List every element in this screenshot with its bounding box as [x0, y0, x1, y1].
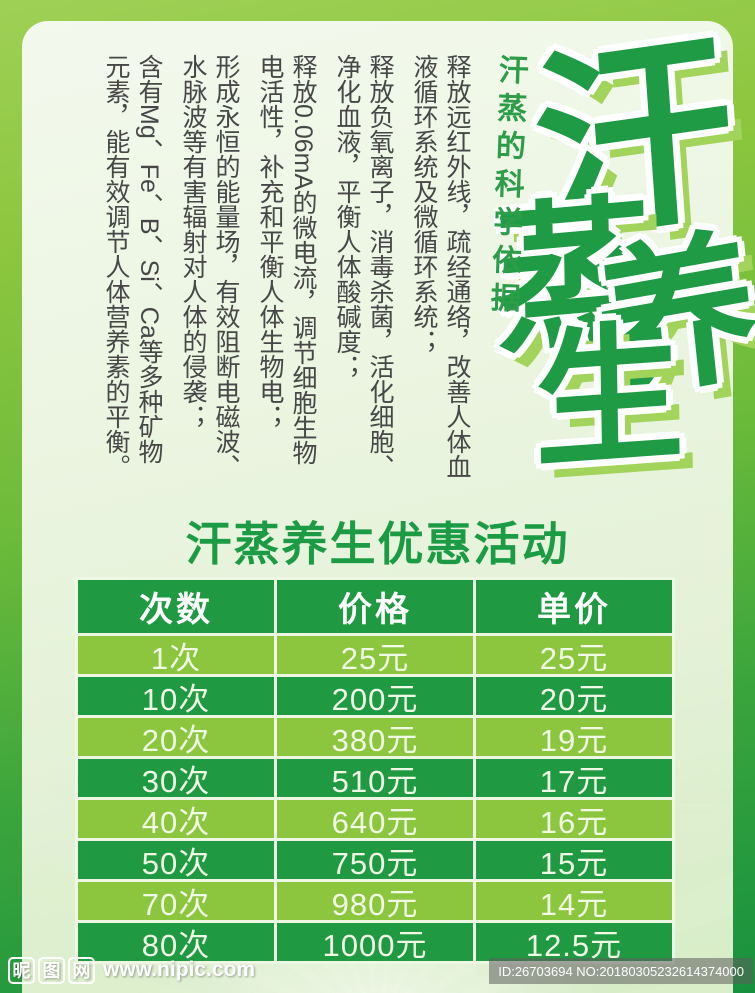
body-paragraph: 含有Mg、Fe、B、Si、Ca等多种矿物元素，能有效调节人体营养素的平衡。: [102, 54, 163, 479]
body-paragraph: 释放远红外线，疏经通络，改善人体血液循环系统及微循环系统；: [410, 54, 471, 479]
table-cell: 1次: [78, 636, 274, 676]
table-cell: 15元: [476, 841, 672, 881]
nipic-logo-box: 图: [38, 956, 65, 984]
table-cell: 10次: [78, 677, 274, 717]
table-cell: 17元: [476, 759, 672, 799]
table-cell: 380元: [277, 718, 473, 758]
table-header-cell: 价格: [277, 580, 473, 633]
nipic-logo-box: 昵: [8, 956, 35, 984]
table-cell: 980元: [277, 882, 473, 922]
table-cell: 25元: [476, 636, 672, 676]
table-cell: 20元: [476, 677, 672, 717]
body-paragraph: 形成永恒的能量场，有效阻断电磁波、水脉波等有害辐射对人体的侵袭；: [179, 54, 240, 479]
table-cell: 19元: [476, 718, 672, 758]
table-cell: 30次: [78, 759, 274, 799]
table-cell: 14元: [476, 882, 672, 922]
table-cell: 80次: [78, 923, 274, 963]
table-cell: 25元: [277, 636, 473, 676]
table-cell: 50次: [78, 841, 274, 881]
table-header-cell: 次数: [78, 580, 274, 633]
nipic-logo-box: 网: [68, 956, 95, 984]
table-cell: 40次: [78, 800, 274, 840]
table-header-cell: 单价: [476, 580, 672, 633]
nipic-watermark: 昵 图 网 www.nipic.com: [8, 955, 255, 985]
promo-heading: 汗蒸养生优惠活动: [185, 518, 570, 570]
table-cell: 20次: [78, 718, 274, 758]
body-paragraph: 释放0.06mA的微电流，调节细胞生物电活性，补充和平衡人体生物电；: [256, 54, 317, 466]
table-cell: 1000元: [277, 923, 473, 963]
pricing-table: 次数 价格 单价 1次 25元 25元 10次 200元 20元 20次 380元 19元 30次 510…: [75, 577, 675, 964]
body-text-columns: 释放远红外线，疏经通络，改善人体血液循环系统及微循环系统； 释放负氧离子，消毒杀菌…: [47, 54, 473, 482]
table-cell: 70次: [78, 882, 274, 922]
image-id-badge: ID:26703694 NO:20180305232614374000: [489, 958, 753, 984]
table-cell: 750元: [277, 841, 473, 881]
table-cell: 12.5元: [476, 923, 672, 963]
table-cell: 510元: [277, 759, 473, 799]
title-char-sheng: 生: [532, 307, 686, 487]
table-cell: 640元: [277, 800, 473, 840]
site-url-text: www.nipic.com: [103, 958, 256, 981]
table-cell: 16元: [476, 800, 672, 840]
body-paragraph: 释放负氧离子，消毒杀菌，活化细胞、净化血液，平衡人体酸碱度；: [333, 54, 394, 479]
table-cell: 200元: [277, 677, 473, 717]
